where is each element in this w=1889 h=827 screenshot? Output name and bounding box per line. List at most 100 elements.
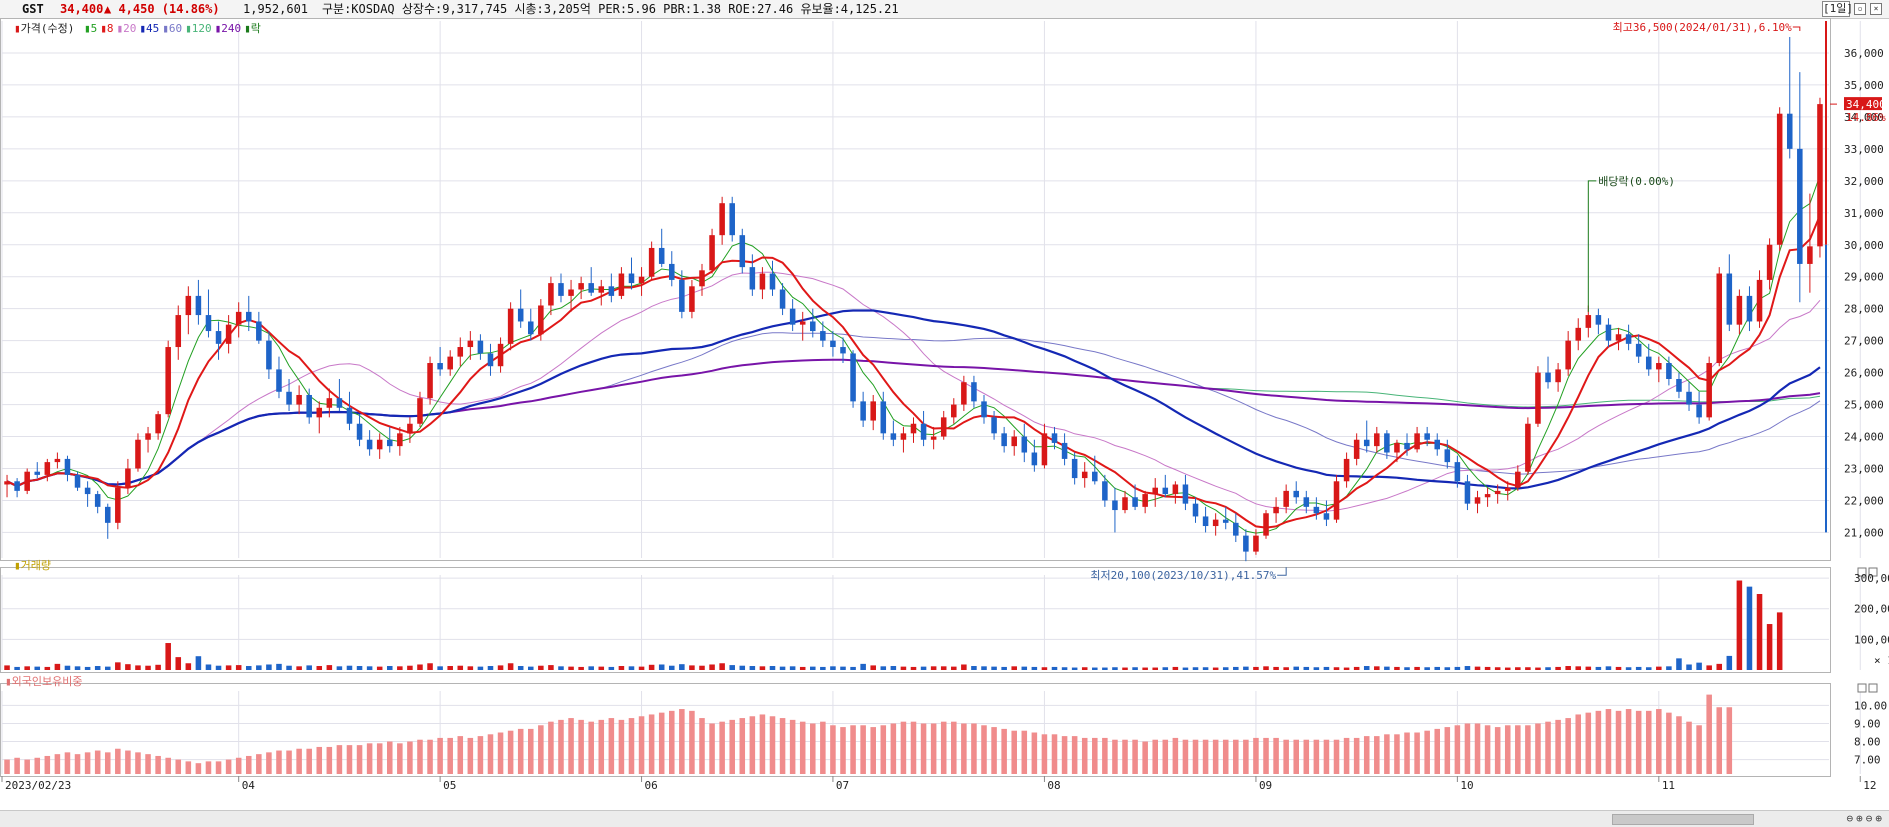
volume-bar[interactable]: [1414, 666, 1420, 670]
volume-bar[interactable]: [860, 663, 866, 670]
volume-bar[interactable]: [1766, 624, 1773, 670]
candle[interactable]: [1233, 513, 1239, 543]
volume-bar[interactable]: [1112, 667, 1118, 670]
foreign-ratio-bar[interactable]: [437, 737, 443, 774]
foreign-ratio-bar[interactable]: [1041, 734, 1048, 774]
volume-bar[interactable]: [628, 666, 635, 670]
candle[interactable]: [477, 334, 484, 360]
foreign-ratio-bar[interactable]: [266, 752, 272, 774]
volume-bar[interactable]: [104, 666, 111, 670]
candle[interactable]: [870, 394, 876, 431]
volume-panel[interactable]: [4, 580, 1783, 670]
volume-bar[interactable]: [1122, 667, 1128, 670]
volume-bar[interactable]: [910, 666, 917, 670]
volume-bar[interactable]: [820, 666, 826, 670]
foreign-ratio-bar[interactable]: [900, 721, 907, 774]
volume-bar[interactable]: [558, 666, 564, 670]
candle[interactable]: [215, 321, 222, 360]
foreign-ratio-bar[interactable]: [830, 725, 836, 774]
volume-bar[interactable]: [336, 666, 343, 670]
foreign-ratio-bar[interactable]: [1726, 707, 1733, 774]
volume-bar[interactable]: [1575, 666, 1582, 670]
panel-close-icon[interactable]: [1868, 567, 1878, 577]
candle[interactable]: [145, 426, 151, 453]
foreign-ratio-bar[interactable]: [145, 754, 151, 774]
volume-bar[interactable]: [1484, 666, 1491, 670]
candle[interactable]: [517, 289, 524, 328]
volume-bar[interactable]: [155, 664, 161, 670]
candle[interactable]: [588, 267, 594, 296]
volume-bar[interactable]: [769, 666, 776, 670]
foreign-ratio-bar[interactable]: [1605, 709, 1612, 774]
foreign-ratio-bar[interactable]: [669, 710, 675, 774]
candle[interactable]: [397, 426, 403, 456]
volume-bar[interactable]: [326, 665, 333, 670]
foreign-ratio-bar[interactable]: [1444, 727, 1451, 774]
volume-bar[interactable]: [608, 666, 615, 670]
volume-bar[interactable]: [1172, 666, 1179, 670]
foreign-ratio-bar[interactable]: [1595, 710, 1602, 774]
foreign-ratio-bar[interactable]: [971, 723, 977, 774]
candle[interactable]: [447, 350, 453, 376]
candle[interactable]: [64, 455, 71, 482]
foreign-ratio-bar[interactable]: [1011, 730, 1017, 774]
foreign-ratio-bar[interactable]: [528, 728, 534, 774]
volume-bar[interactable]: [538, 665, 544, 670]
foreign-ratio-bar[interactable]: [759, 714, 766, 774]
foreign-ratio-bar[interactable]: [366, 743, 373, 774]
volume-bar[interactable]: [1776, 612, 1783, 670]
volume-bar[interactable]: [830, 666, 836, 670]
volume-bar[interactable]: [1132, 667, 1138, 670]
candle[interactable]: [1142, 490, 1148, 514]
volume-bar[interactable]: [1474, 666, 1481, 670]
foreign-ratio-bar[interactable]: [1283, 739, 1289, 774]
foreign-ratio-bar[interactable]: [1454, 725, 1461, 774]
foreign-ratio-bar[interactable]: [638, 716, 645, 774]
candle[interactable]: [386, 426, 393, 453]
foreign-ratio-bar[interactable]: [991, 727, 997, 774]
candle[interactable]: [860, 391, 866, 427]
volume-bar[interactable]: [1716, 663, 1723, 670]
candle[interactable]: [1766, 238, 1773, 290]
foreign-ratio-bar[interactable]: [1625, 709, 1632, 774]
candle[interactable]: [900, 426, 907, 453]
candle[interactable]: [245, 295, 252, 332]
candle[interactable]: [779, 283, 786, 316]
candle[interactable]: [1515, 465, 1521, 491]
foreign-ratio-bar[interactable]: [850, 725, 856, 774]
foreign-ratio-bar[interactable]: [1706, 694, 1712, 774]
candle[interactable]: [1303, 490, 1310, 514]
foreign-ratio-bar[interactable]: [1323, 739, 1330, 774]
foreign-ratio-bar[interactable]: [467, 737, 474, 774]
foreign-ratio-bar[interactable]: [1021, 730, 1028, 774]
foreign-ratio-bar[interactable]: [94, 750, 101, 774]
candle[interactable]: [155, 410, 161, 440]
volume-bar[interactable]: [34, 666, 41, 670]
volume-bar[interactable]: [1182, 667, 1189, 670]
candle[interactable]: [1575, 318, 1582, 351]
volume-bar[interactable]: [276, 663, 282, 670]
foreign-ratio-bar[interactable]: [1545, 721, 1551, 774]
volume-bar[interactable]: [427, 663, 433, 670]
volume-bar[interactable]: [1011, 666, 1017, 670]
foreign-ratio-bar[interactable]: [1182, 739, 1189, 774]
candle[interactable]: [1494, 484, 1501, 504]
foreign-ratio-bar[interactable]: [386, 741, 393, 774]
foreign-ratio-bar[interactable]: [608, 718, 615, 774]
foreign-ratio-bar[interactable]: [1404, 732, 1410, 775]
volume-bar[interactable]: [1706, 665, 1712, 670]
candle[interactable]: [44, 458, 51, 482]
volume-bar[interactable]: [266, 664, 272, 670]
volume-bar[interactable]: [256, 665, 262, 670]
foreign-ratio-bar[interactable]: [679, 709, 685, 774]
candle[interactable]: [1535, 366, 1541, 427]
volume-bar[interactable]: [1746, 586, 1753, 670]
candle[interactable]: [1444, 439, 1451, 469]
volume-bar[interactable]: [1323, 666, 1330, 670]
candle[interactable]: [1283, 484, 1289, 514]
volume-bar[interactable]: [991, 666, 997, 670]
foreign-ratio-bar[interactable]: [810, 723, 816, 774]
candle[interactable]: [1263, 510, 1269, 539]
candle[interactable]: [1031, 439, 1038, 472]
volume-bar[interactable]: [165, 643, 171, 670]
